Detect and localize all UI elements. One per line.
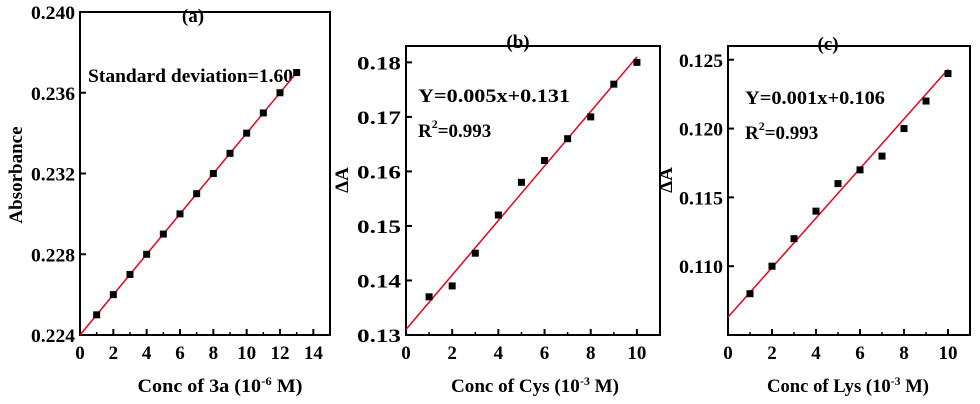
x-tick-label: 8	[899, 343, 909, 364]
y-tick-label: 0.125	[679, 51, 723, 72]
x-tick-label: 4	[494, 343, 504, 364]
data-point	[276, 89, 284, 97]
y-tick-label: 0.228	[31, 245, 75, 266]
x-tick-label: 2	[767, 343, 777, 364]
panel-tag: (b)	[506, 32, 529, 53]
fit-equation: Y=0.001x+0.106	[745, 88, 885, 109]
data-point	[790, 235, 798, 243]
data-point	[109, 291, 117, 299]
x-tick-label: 0	[723, 343, 733, 364]
x-tick-label: 0	[401, 343, 411, 364]
y-tick-label: 0.224	[31, 326, 76, 347]
data-point	[746, 290, 754, 298]
data-point	[159, 230, 167, 238]
chart-panel-c: (c) Y=0.001x+0.106 R2=0.993 Conc of Lys …	[656, 34, 971, 397]
data-point	[812, 207, 820, 215]
x-tick-label: 10	[237, 343, 256, 364]
data-point	[93, 311, 101, 319]
x-tick-label: 2	[447, 343, 457, 364]
data-point	[226, 149, 234, 157]
x-tick-label: 4	[142, 343, 152, 364]
x-tick-label: 12	[271, 343, 290, 364]
x-tick-label: 4	[811, 343, 821, 364]
plot-frame	[727, 45, 971, 336]
data-point	[878, 152, 886, 160]
data-point	[564, 135, 572, 143]
data-point	[517, 178, 525, 186]
x-tick-label: 6	[540, 343, 550, 364]
data-point	[856, 166, 864, 174]
y-tick-label: 0.115	[679, 188, 723, 209]
data-point	[900, 125, 908, 133]
data-point	[944, 70, 952, 78]
data-point	[922, 97, 930, 105]
data-point	[209, 170, 217, 177]
r-squared: R2=0.993	[418, 117, 491, 142]
y-axis-label: Absorbance	[6, 126, 27, 223]
y-tick-label: 0.18	[357, 53, 401, 74]
x-tick-label: 8	[209, 343, 219, 364]
x-tick-label: 14	[304, 343, 324, 364]
panel-tag: (a)	[182, 6, 204, 27]
x-axis-label: Conc of Cys (10-3 M)	[451, 374, 619, 397]
r-squared: R2=0.993	[745, 119, 818, 144]
data-point	[610, 80, 618, 88]
plot-frame	[79, 11, 331, 336]
y-axis-label: ΔA	[332, 167, 353, 193]
data-point	[587, 113, 595, 121]
data-point	[768, 262, 776, 270]
data-point	[176, 210, 184, 218]
y-tick-label: 0.15	[357, 217, 401, 238]
data-point	[126, 270, 134, 278]
x-tick-label: 10	[939, 343, 958, 364]
chart-panel-b: (b) Y=0.005x+0.131 R2=0.993 Conc of Cys …	[332, 32, 661, 397]
data-point	[494, 211, 502, 219]
x-axis-label: Conc of 3a (10 -6 M)	[138, 374, 303, 397]
y-tick-label: 0.232	[31, 165, 75, 186]
data-point	[471, 249, 479, 257]
data-point	[633, 58, 641, 66]
x-axis-label: Conc of Lys (10-3 M)	[767, 374, 929, 397]
y-tick-label: 0.120	[679, 120, 723, 141]
data-point	[193, 190, 201, 198]
std-deviation-annotation: Standard deviation=1.60	[88, 66, 293, 87]
data-point	[541, 157, 549, 165]
data-point	[448, 282, 456, 290]
fit-line	[727, 68, 949, 318]
data-point	[243, 129, 251, 137]
y-tick-label: 0.236	[31, 84, 75, 105]
y-axis-label: ΔA	[656, 167, 677, 193]
fit-line	[405, 56, 638, 331]
data-point	[425, 293, 433, 301]
data-point	[834, 180, 842, 188]
y-tick-label: 0.16	[357, 162, 401, 183]
plot-frame	[405, 45, 661, 336]
y-tick-label: 0.14	[357, 271, 402, 292]
y-tick-label: 0.13	[357, 326, 401, 347]
panel-tag: (c)	[817, 34, 838, 55]
y-tick-label: 0.17	[357, 108, 402, 129]
y-tick-label: 0.110	[679, 257, 723, 278]
x-tick-label: 0	[75, 343, 85, 364]
fit-equation: Y=0.005x+0.131	[418, 86, 570, 107]
x-tick-label: 6	[175, 343, 185, 364]
x-tick-label: 6	[855, 343, 865, 364]
data-point	[143, 250, 151, 258]
y-tick-label: 0.240	[31, 3, 75, 24]
data-point	[259, 109, 267, 117]
x-tick-label: 2	[109, 343, 119, 364]
x-tick-label: 8	[586, 343, 596, 364]
chart-panel-a: (a) Standard deviation=1.60 Conc of 3a (…	[6, 3, 331, 397]
data-point	[293, 69, 301, 77]
x-tick-label: 10	[627, 343, 646, 364]
